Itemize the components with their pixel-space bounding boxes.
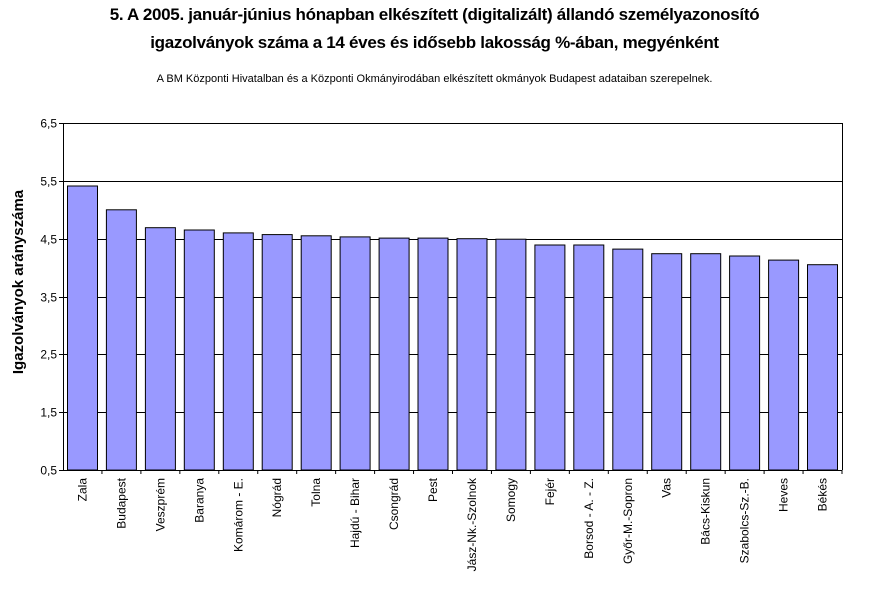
bar (378, 237, 410, 471)
chart-subtitle: A BM Központi Hivatalban és a Központi O… (156, 73, 713, 85)
x-tick-labels: Zala Budapest Veszprém Baranya Komárom - E. N… (76, 470, 843, 571)
bar (651, 253, 683, 471)
x-tick-label: Csongrád (387, 478, 401, 530)
y-tick-label: 3,5 (40, 291, 57, 305)
y-tick-label: 2,5 (40, 348, 57, 362)
x-tick-label: Szabolcs-Sz.-B. (738, 478, 752, 563)
x-tick-label: Somogy (504, 478, 518, 522)
bar (534, 244, 566, 471)
bar (300, 235, 332, 471)
bar (261, 234, 293, 471)
x-tick-label: Budapest (114, 477, 128, 528)
gridlines (63, 123, 842, 471)
bar (807, 264, 838, 471)
bars (67, 185, 838, 471)
x-tick-label: Bács-Kiskun (699, 478, 713, 545)
bar (67, 185, 98, 471)
x-tick-label: Győr-M.-Sopron (621, 478, 635, 564)
x-tick-label: Tolna (309, 478, 323, 507)
bar (729, 255, 761, 471)
x-tick-label: Zala (76, 478, 90, 502)
x-tick-label: Komárom - E. (231, 478, 245, 552)
x-tick-label: Békés (816, 478, 830, 511)
bar (105, 209, 137, 471)
bar (339, 236, 371, 471)
bar (144, 227, 176, 471)
x-tick-label: Fejér (543, 478, 557, 505)
x-tick-label: Nógrád (270, 478, 284, 517)
x-tick-label: Heves (777, 478, 791, 512)
x-tick-label: Hajdú - Bihar (348, 478, 362, 548)
x-tick-label: Veszprém (153, 478, 167, 531)
y-tick-label: 1,5 (40, 406, 57, 420)
bar (495, 238, 527, 471)
x-tick-label: Borsod - A. - Z. (582, 478, 596, 559)
bar (222, 232, 254, 471)
x-tick-label: Pest (426, 477, 440, 502)
x-tick-label: Vas (660, 478, 674, 498)
bar (417, 237, 449, 471)
y-tick-label: 0,5 (40, 464, 57, 478)
bar (612, 248, 644, 471)
chart-title-line-1: 5. A 2005. január-június hónapban elkész… (109, 5, 760, 24)
chart-title-line-2: igazolványok száma a 14 éves és idősebb … (150, 33, 719, 52)
axes (63, 123, 843, 471)
y-axis-label: Igazolványok arányszáma (10, 189, 27, 374)
y-tick-label: 6,5 (40, 117, 57, 131)
bar (768, 259, 800, 471)
y-tick-label: 4,5 (40, 233, 57, 247)
bar (690, 253, 722, 471)
bar (456, 238, 488, 471)
bar (183, 229, 215, 471)
y-tick-label: 5,5 (40, 175, 57, 189)
x-tick-label: Jász-Nk.-Szolnok (465, 477, 479, 571)
y-tick-labels: 0,5 1,5 2,5 3,5 4,5 5,5 6,5 (40, 117, 63, 478)
x-tick-label: Baranya (192, 478, 206, 523)
bar (573, 244, 605, 471)
